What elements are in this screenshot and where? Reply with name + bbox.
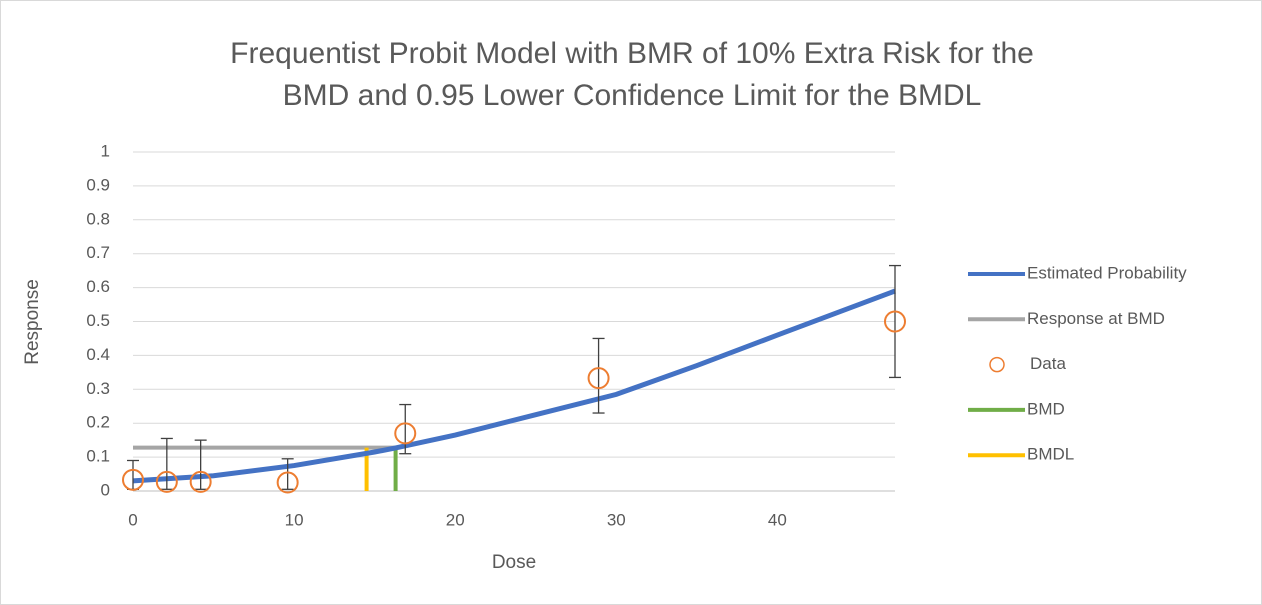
x-tick-label: 40 — [768, 510, 787, 529]
error-bar — [194, 439, 207, 490]
chart-title: Frequentist Probit Model with BMR of 10%… — [230, 37, 1034, 70]
data-point — [122, 468, 144, 491]
error-bar — [281, 458, 294, 490]
x-tick-label: 20 — [446, 510, 465, 529]
y-tick-label: 0.7 — [86, 243, 110, 262]
line-series — [132, 288, 896, 484]
error-bar — [889, 264, 901, 379]
error-bar — [592, 337, 605, 414]
chart-title: BMD and 0.95 Lower Confidence Limit for … — [283, 79, 982, 112]
legend-label: BMD — [1027, 399, 1065, 418]
y-tick-label: 0 — [101, 480, 110, 499]
y-tick-label: 0.8 — [86, 209, 110, 228]
y-tick-label: 0.9 — [86, 175, 110, 194]
legend-label: Data — [1030, 354, 1066, 373]
x-tick-label: 30 — [607, 510, 626, 529]
data-point — [189, 470, 212, 493]
y-tick-label: 0.1 — [86, 447, 110, 466]
x-tick-label: 0 — [128, 510, 137, 529]
data-point — [155, 470, 178, 493]
x-tick-label: 10 — [285, 510, 304, 529]
legend-label: Response at BMD — [1027, 309, 1165, 328]
legend-label: Estimated Probability — [1027, 263, 1187, 282]
y-tick-label: 0.5 — [86, 311, 110, 330]
error-bar — [160, 437, 173, 490]
legend-label: BMDL — [1027, 445, 1074, 464]
y-axis-title: Response — [22, 279, 43, 365]
y-tick-label: 1 — [101, 141, 110, 160]
x-axis-title: Dose — [492, 552, 536, 573]
data-point — [394, 422, 417, 445]
error-bar — [399, 403, 412, 455]
data-point — [587, 367, 610, 390]
y-tick-label: 0.3 — [86, 379, 110, 398]
data-point — [276, 471, 299, 494]
y-tick-label: 0.6 — [86, 277, 110, 296]
data-point — [884, 310, 906, 333]
y-tick-label: 0.2 — [86, 413, 110, 432]
y-tick-label: 0.4 — [86, 345, 110, 364]
legend-marker — [989, 356, 1005, 373]
